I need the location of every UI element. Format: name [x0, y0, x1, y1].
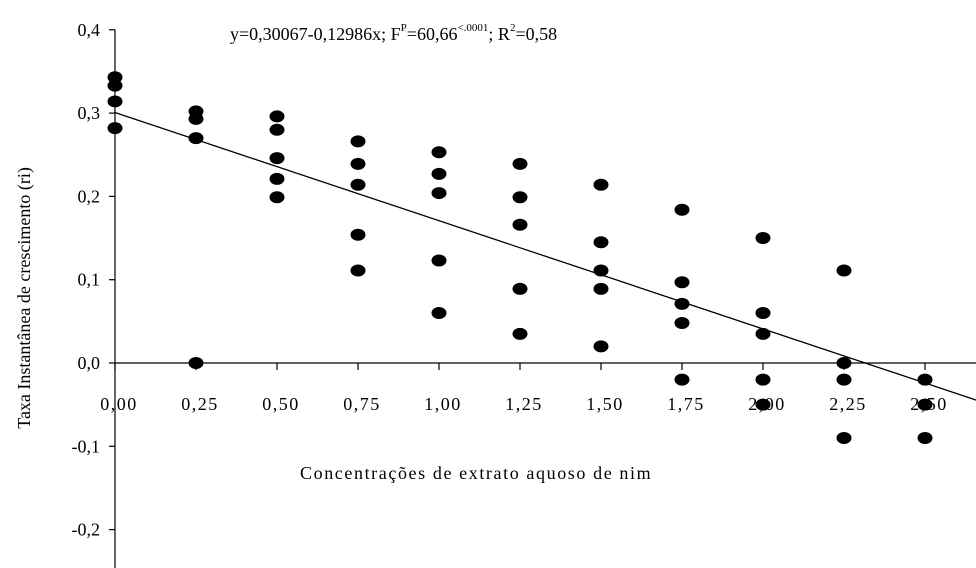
data-point: [755, 373, 771, 386]
data-point: [593, 340, 609, 353]
data-point: [512, 157, 528, 170]
equation-r-superscript: 2: [510, 22, 516, 34]
data-point: [512, 327, 528, 340]
regression-line: [114, 111, 976, 401]
data-point: [512, 218, 528, 231]
data-point: [674, 297, 690, 310]
data-point: [107, 71, 123, 84]
x-tick-label: 0,50: [262, 394, 300, 414]
y-tick-label: 0,3: [78, 103, 101, 123]
data-point: [269, 191, 285, 204]
x-tick-label: 0,00: [100, 394, 138, 414]
data-point: [350, 178, 366, 191]
equation-p-value: <.0001: [457, 22, 488, 34]
equation-f-value: =60,66: [407, 24, 458, 44]
data-point: [269, 172, 285, 185]
data-point: [107, 79, 123, 92]
data-point: [593, 178, 609, 191]
y-axis-ticks: -0,2 -0,1 0,0 0,1 0,2 0,3 0,4: [72, 20, 115, 540]
data-point: [431, 146, 447, 159]
data-point: [917, 373, 933, 386]
data-point: [836, 373, 852, 386]
x-axis-ticks: 0,000,250,500,751,001,251,501,752,002,25…: [100, 363, 946, 414]
data-point: [431, 307, 447, 320]
data-point: [593, 282, 609, 295]
data-point: [755, 398, 771, 411]
equation-r-label: ; R: [488, 24, 510, 44]
data-point: [755, 327, 771, 340]
y-tick-label: 0,2: [78, 186, 101, 206]
data-point: [350, 157, 366, 170]
y-tick-label: 0,0: [78, 353, 101, 373]
data-point: [107, 122, 123, 135]
data-point: [674, 203, 690, 216]
regression-equation: y=0,30067-0,12986x; FP=60,66<.0001; R2=0…: [230, 22, 557, 44]
x-tick-label: 1,75: [667, 394, 705, 414]
regression-line-group: [114, 111, 976, 401]
data-point: [836, 431, 852, 444]
data-point: [917, 431, 933, 444]
data-point: [755, 307, 771, 320]
equation-main: y=0,30067-0,12986x; F: [230, 24, 401, 44]
y-tick-label: -0,1: [72, 436, 101, 456]
data-point: [512, 191, 528, 204]
y-tick-label: -0,2: [72, 520, 101, 540]
x-tick-label: 1,00: [424, 394, 462, 414]
y-axis-title: Taxa Instantânea de crescimento (ri): [14, 167, 35, 429]
x-axis-title: Concentrações de extrato aquoso de nim: [300, 463, 652, 483]
data-point: [836, 264, 852, 277]
data-point: [593, 264, 609, 277]
data-point: [431, 167, 447, 180]
data-point: [350, 135, 366, 148]
y-tick-label: 0,4: [78, 20, 101, 40]
data-point: [188, 132, 204, 145]
data-point: [593, 236, 609, 249]
data-points: [107, 71, 933, 444]
y-tick-label: 0,1: [78, 270, 101, 290]
data-point: [350, 264, 366, 277]
equation-r-value: =0,58: [515, 24, 557, 44]
data-point: [107, 95, 123, 108]
data-point: [674, 317, 690, 330]
data-point: [188, 112, 204, 125]
x-tick-label: 1,50: [586, 394, 624, 414]
data-point: [512, 282, 528, 295]
data-point: [917, 398, 933, 411]
data-point: [431, 254, 447, 267]
data-point: [755, 232, 771, 245]
data-point: [269, 110, 285, 123]
equation-f-superscript: P: [401, 22, 407, 34]
data-point: [269, 152, 285, 165]
x-tick-label: 1,25: [505, 394, 543, 414]
data-point: [431, 187, 447, 200]
data-point: [188, 357, 204, 369]
data-point: [674, 276, 690, 289]
x-tick-label: 0,25: [181, 394, 219, 414]
x-tick-label: 2,25: [829, 394, 867, 414]
data-point: [674, 373, 690, 386]
data-point: [836, 357, 852, 369]
data-point: [269, 123, 285, 136]
x-tick-label: 0,75: [343, 394, 381, 414]
data-point: [350, 228, 366, 241]
